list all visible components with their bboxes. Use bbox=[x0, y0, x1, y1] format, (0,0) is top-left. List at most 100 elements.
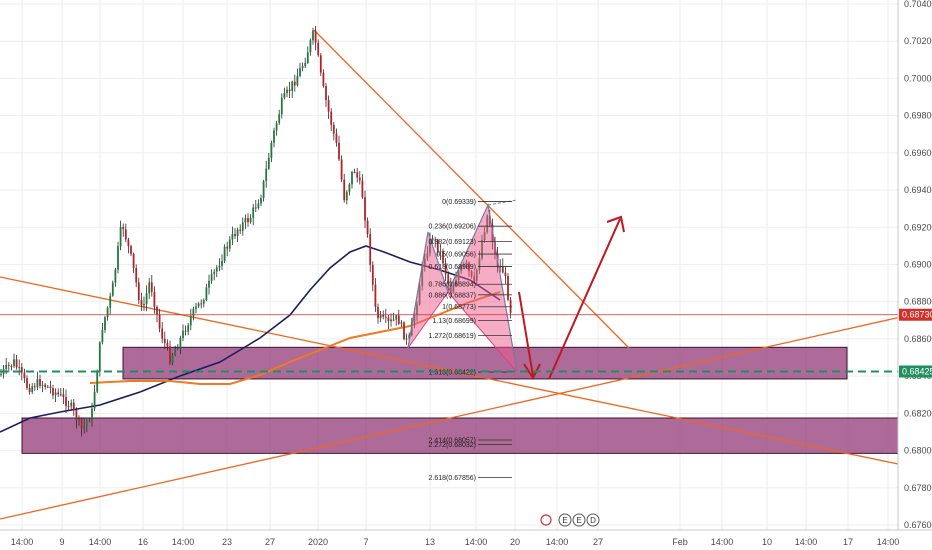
event-badge-circle[interactable] bbox=[586, 513, 600, 527]
candle-body bbox=[223, 246, 226, 261]
fib-level-label: 1.618(0.68422) bbox=[429, 370, 476, 377]
price-axis-background bbox=[898, 0, 932, 550]
price-lines bbox=[0, 314, 898, 373]
candle-body bbox=[358, 177, 361, 181]
fib-level-label: 1.272(0.68619) bbox=[429, 333, 476, 340]
candle-body bbox=[114, 269, 117, 283]
candle-body bbox=[130, 246, 132, 254]
price-label-box bbox=[899, 365, 932, 378]
time-tick-label: 14:00 bbox=[795, 537, 818, 547]
event-badge-label[interactable]: E bbox=[576, 516, 581, 525]
price-label-text: 0.68730 bbox=[902, 310, 932, 320]
event-badge-circle[interactable] bbox=[558, 513, 572, 527]
time-tick-label: Feb bbox=[672, 537, 688, 547]
candle-body bbox=[46, 386, 49, 388]
candle-body bbox=[109, 295, 112, 308]
candle-body bbox=[41, 384, 44, 386]
candle-body bbox=[231, 234, 234, 240]
candle-body bbox=[244, 218, 247, 223]
candle-body bbox=[265, 168, 268, 182]
moving-average-navy bbox=[0, 245, 501, 433]
candle-body bbox=[75, 410, 78, 421]
candle-body bbox=[275, 123, 278, 131]
candle-body bbox=[65, 396, 67, 407]
candle-body bbox=[338, 142, 340, 160]
candle-body bbox=[379, 314, 382, 319]
candle-body bbox=[226, 246, 229, 249]
fib-level-label: 2.272(0.68032) bbox=[429, 442, 476, 449]
candle-body bbox=[85, 421, 88, 426]
candle-body bbox=[434, 239, 437, 241]
time-axis[interactable]: 14:00 9 14:00 16 14:00 23 27 2020 7 13 14:00 20 14:0… bbox=[0, 529, 932, 547]
candle-body bbox=[374, 284, 377, 308]
candle-body bbox=[221, 260, 223, 266]
candle-body bbox=[262, 181, 265, 199]
candle-body bbox=[384, 316, 387, 318]
candle-body bbox=[96, 371, 99, 392]
candle-body bbox=[361, 180, 364, 198]
candle-body bbox=[36, 379, 39, 388]
candle-body bbox=[184, 330, 187, 332]
candle-body bbox=[322, 72, 325, 87]
fib-level-label: 0.5(0.69056) bbox=[436, 252, 476, 259]
candle-body bbox=[236, 229, 239, 236]
candle-body bbox=[39, 379, 41, 386]
candle-body bbox=[52, 388, 54, 396]
candle-body bbox=[104, 317, 106, 330]
candle-body bbox=[106, 307, 109, 318]
candle-body bbox=[312, 30, 314, 41]
time-tick-label: 14:00 bbox=[711, 537, 734, 547]
candle-body bbox=[364, 197, 366, 221]
candle-body bbox=[507, 276, 509, 300]
candle-body bbox=[306, 52, 309, 63]
candle-body bbox=[187, 325, 190, 332]
candle-body bbox=[504, 272, 507, 277]
candle-body bbox=[176, 348, 179, 350]
candle-body bbox=[166, 342, 169, 347]
candle-body bbox=[26, 378, 28, 388]
event-badge-label[interactable]: E bbox=[562, 516, 567, 525]
candle-body bbox=[140, 300, 143, 306]
candle-body bbox=[327, 100, 330, 112]
candle-body bbox=[0, 373, 2, 375]
event-badge-label[interactable]: D bbox=[590, 516, 596, 525]
candle-body bbox=[78, 418, 80, 421]
event-marker-icon[interactable] bbox=[540, 514, 552, 526]
fib-level-label: 0(0.69339) bbox=[442, 199, 476, 206]
candle-body bbox=[70, 402, 73, 407]
candle-body bbox=[72, 402, 75, 411]
candle-body bbox=[366, 220, 369, 235]
candle-body bbox=[10, 365, 13, 367]
price-label-box bbox=[899, 308, 932, 321]
price-axis[interactable]: 0.676000.678000.680000.682000.684000.686… bbox=[897, 0, 932, 550]
candle-body bbox=[182, 330, 184, 339]
candle-body bbox=[283, 93, 286, 98]
time-tick-label: 27 bbox=[593, 537, 603, 547]
candle-body bbox=[189, 315, 192, 326]
fibonacci-levels: 0(0.69339) 0.236(0.69206) 0.382(0.69123) 0.… bbox=[429, 199, 512, 482]
event-badge-circle[interactable] bbox=[572, 513, 586, 527]
candle-body bbox=[195, 306, 197, 309]
candle-body bbox=[205, 287, 208, 301]
candle-body bbox=[278, 114, 281, 124]
candle-body bbox=[286, 89, 288, 94]
time-tick-label: 9 bbox=[59, 537, 64, 547]
candle-body bbox=[31, 386, 34, 393]
time-tick-label: 10 bbox=[762, 537, 772, 547]
fib-level-label: 1.13(0.68699) bbox=[432, 318, 476, 325]
up-arrow-line bbox=[548, 218, 621, 380]
candle-body bbox=[317, 42, 320, 56]
harmonic-pattern bbox=[407, 199, 518, 374]
time-tick-label: 20 bbox=[510, 537, 520, 547]
candle-body bbox=[137, 282, 140, 301]
time-tick-label: 14:00 bbox=[465, 537, 488, 547]
candle-body bbox=[252, 207, 255, 218]
candle-body bbox=[241, 222, 244, 231]
candle-body bbox=[54, 392, 57, 396]
